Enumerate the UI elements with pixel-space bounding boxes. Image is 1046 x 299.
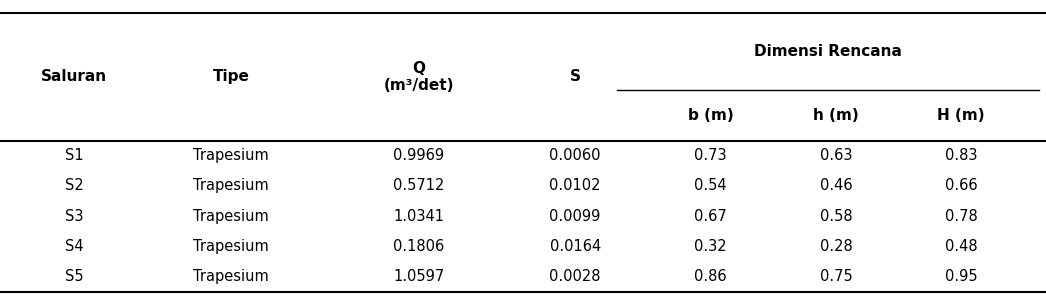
Text: 0.46: 0.46 <box>820 179 852 193</box>
Text: 0.28: 0.28 <box>820 239 852 254</box>
Text: 0.95: 0.95 <box>945 269 977 284</box>
Text: S4: S4 <box>65 239 84 254</box>
Text: Trapesium: Trapesium <box>194 269 269 284</box>
Text: S2: S2 <box>65 179 84 193</box>
Text: Dimensi Rencana: Dimensi Rencana <box>754 44 902 59</box>
Text: h (m): h (m) <box>813 108 859 123</box>
Text: 0.83: 0.83 <box>945 148 977 163</box>
Text: Trapesium: Trapesium <box>194 148 269 163</box>
Text: 0.9969: 0.9969 <box>393 148 445 163</box>
Text: 0.66: 0.66 <box>945 179 977 193</box>
Text: 0.86: 0.86 <box>695 269 727 284</box>
Text: 1.0597: 1.0597 <box>393 269 445 284</box>
Text: 0.32: 0.32 <box>695 239 727 254</box>
Text: 0.63: 0.63 <box>820 148 852 163</box>
Text: Trapesium: Trapesium <box>194 179 269 193</box>
Text: Tipe: Tipe <box>212 69 249 84</box>
Text: H (m): H (m) <box>937 108 985 123</box>
Text: 0.58: 0.58 <box>820 209 852 224</box>
Text: S1: S1 <box>65 148 84 163</box>
Text: S3: S3 <box>65 209 84 224</box>
Text: 0.67: 0.67 <box>695 209 727 224</box>
Text: 0.5712: 0.5712 <box>393 179 445 193</box>
Text: Saluran: Saluran <box>42 69 108 84</box>
Text: 0.75: 0.75 <box>820 269 852 284</box>
Text: S: S <box>570 69 581 84</box>
Text: 0.48: 0.48 <box>945 239 977 254</box>
Text: 0.0060: 0.0060 <box>549 148 600 163</box>
Text: Trapesium: Trapesium <box>194 209 269 224</box>
Text: 0.73: 0.73 <box>695 148 727 163</box>
Text: 0.78: 0.78 <box>945 209 978 224</box>
Text: 0.54: 0.54 <box>695 179 727 193</box>
Text: 0.0099: 0.0099 <box>549 209 600 224</box>
Text: Q
(m³/det): Q (m³/det) <box>384 61 454 93</box>
Text: S5: S5 <box>65 269 84 284</box>
Text: 0.0164: 0.0164 <box>549 239 600 254</box>
Text: Trapesium: Trapesium <box>194 239 269 254</box>
Text: b (m): b (m) <box>688 108 733 123</box>
Text: 0.0102: 0.0102 <box>549 179 600 193</box>
Text: 0.1806: 0.1806 <box>393 239 445 254</box>
Text: 1.0341: 1.0341 <box>393 209 445 224</box>
Text: 0.0028: 0.0028 <box>549 269 600 284</box>
